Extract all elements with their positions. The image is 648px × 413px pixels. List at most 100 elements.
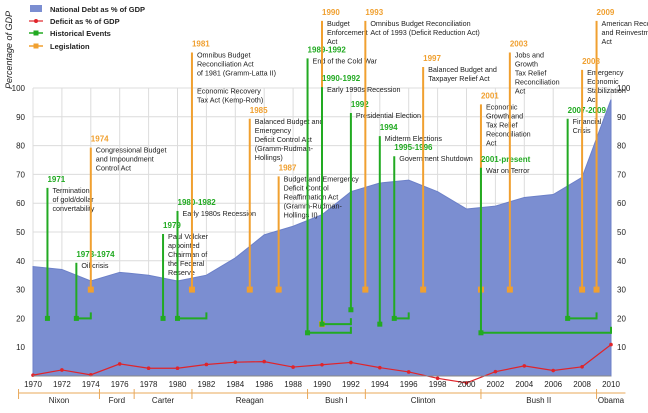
annotation-text-line: Economic bbox=[587, 77, 619, 86]
president-name: Carter bbox=[152, 396, 175, 405]
annotation-year-label: 1997 bbox=[423, 54, 441, 63]
y-tick-label-right: 70 bbox=[617, 170, 626, 179]
annotation-text-line: Reconciliation bbox=[515, 78, 560, 87]
annotation-year-label: 1979 bbox=[163, 221, 181, 230]
annotation-text-line: Omnibus Budget Reconciliation bbox=[370, 19, 470, 28]
x-tick-label: 2010 bbox=[602, 380, 620, 389]
x-tick-label: 1992 bbox=[342, 380, 360, 389]
y-tick-label-left: 10 bbox=[16, 343, 25, 352]
annotation-text-line: Early 1980s Recession bbox=[183, 209, 257, 218]
annotation-legislation: 2009 American Recoveryand ReinvestmentAct bbox=[593, 8, 648, 293]
y-tick-label-left: 100 bbox=[12, 84, 26, 93]
president-term: Bush II bbox=[480, 389, 597, 405]
legend-item: National Debt as % of GDP bbox=[30, 5, 145, 14]
deficit-point bbox=[609, 342, 613, 347]
annotation-text-line: Emergency bbox=[587, 68, 624, 77]
annotation-text-line: Act of 1993 (Deficit Reduction Act) bbox=[370, 28, 479, 37]
annotation-end-square bbox=[275, 286, 282, 293]
y-tick-label-left: 20 bbox=[16, 314, 25, 323]
x-tick-label: 1972 bbox=[53, 380, 71, 389]
annotation-year-label: 2001 bbox=[481, 91, 499, 100]
annotation-text-line: Deficit Control Act bbox=[255, 135, 312, 144]
annotation-event: 1992 Presidential Election bbox=[348, 100, 421, 313]
annotation-text-line: Congressional Budget bbox=[96, 146, 167, 155]
annotation-year-label: 2001-present bbox=[481, 155, 531, 164]
deficit-point bbox=[493, 369, 498, 374]
annotation-text-line: Stabilization bbox=[587, 86, 626, 95]
legend-label: National Debt as % of GDP bbox=[50, 5, 145, 14]
legend-item: Historical Events bbox=[29, 29, 111, 38]
annotation-event: 1995-1996 Government Shutdown bbox=[391, 143, 473, 321]
annotation-text-line: Balanced Budget and bbox=[428, 65, 497, 74]
annotation-event: 1994 Midterm Elections bbox=[377, 123, 442, 327]
annotation-end-square bbox=[506, 286, 513, 293]
deficit-point bbox=[175, 366, 180, 371]
y-tick-label-right: 30 bbox=[617, 286, 626, 295]
annotation-text-line: of gold/dollar bbox=[52, 195, 94, 204]
annotation-text-line: Act bbox=[587, 95, 597, 104]
president-name: Bush I bbox=[325, 396, 348, 405]
annotation-end-square bbox=[246, 286, 253, 293]
annotation-text-line: Balanced Budget and bbox=[255, 117, 324, 126]
y-tick-label-right: 40 bbox=[617, 257, 626, 266]
deficit-point bbox=[551, 368, 555, 373]
annotation-text-line: Tax Relief bbox=[515, 69, 547, 78]
deficit-point bbox=[204, 362, 209, 367]
annotation-text-line: Financial bbox=[573, 117, 602, 126]
x-tick-label: 1974 bbox=[82, 380, 100, 389]
annotation-year-label: 2008 bbox=[582, 57, 600, 66]
annotation-text-line: Tax Act (Kemp-Roth) bbox=[197, 96, 263, 105]
annotation-text-line: of 1981 (Gramm-Latta II) bbox=[197, 69, 276, 78]
annotation-end-square bbox=[160, 315, 166, 321]
annotation-year-label: 1994 bbox=[380, 123, 398, 132]
y-tick-label-right: 50 bbox=[617, 228, 626, 237]
x-tick-label: 2006 bbox=[544, 380, 562, 389]
annotation-text-line: Reconciliation bbox=[486, 129, 531, 138]
y-tick-label-left: 50 bbox=[16, 228, 25, 237]
president-name: Bush II bbox=[526, 396, 551, 405]
annotation-text-line: War on Terror bbox=[486, 166, 530, 175]
annotation-text-line: Enforcement bbox=[327, 28, 368, 37]
x-tick-label: 1986 bbox=[255, 380, 273, 389]
president-term: Carter bbox=[133, 389, 192, 405]
y-axis-label: Percentage of GDP bbox=[4, 11, 14, 89]
annotation-text-line: the Federal bbox=[168, 259, 205, 268]
y-tick-label-left: 80 bbox=[16, 142, 25, 151]
axes: 1970 1972 1974 1976 1978 1980 1982 1984 1986 1988… bbox=[12, 84, 631, 389]
deficit-point bbox=[435, 376, 440, 381]
annotation-text-line: Hollings II) bbox=[284, 210, 318, 219]
x-tick-label: 1984 bbox=[226, 380, 244, 389]
legend-label: Legislation bbox=[50, 42, 90, 51]
y-tick-label-left: 30 bbox=[16, 286, 25, 295]
president-term: Obama bbox=[596, 389, 626, 405]
annotation-text-line: Midterm Elections bbox=[385, 134, 443, 143]
x-tick-label: 1976 bbox=[111, 380, 129, 389]
annotation-end-square bbox=[377, 321, 383, 327]
annotation-year-label: 1989-1992 bbox=[308, 45, 347, 54]
x-tick-label: 2000 bbox=[458, 380, 476, 389]
y-tick-label-right: 10 bbox=[617, 343, 626, 352]
president-term: Nixon bbox=[18, 389, 100, 405]
annotation-text-line: Growth and bbox=[486, 111, 523, 120]
deficit-point bbox=[464, 381, 469, 385]
annotation-text-line: End of the Cold War bbox=[313, 56, 378, 65]
annotation-year-label: 1993 bbox=[365, 8, 383, 17]
legend-swatch-square bbox=[33, 43, 39, 49]
president-name: Clinton bbox=[411, 396, 436, 405]
y-tick-label-left: 70 bbox=[16, 170, 25, 179]
annotation-text-line: Paul Volcker bbox=[168, 232, 209, 241]
x-tick-label: 1996 bbox=[400, 380, 418, 389]
annotation-year-label: 1990 bbox=[322, 8, 340, 17]
annotation-legislation: 1985 Balanced Budget andEmergencyDeficit … bbox=[246, 106, 324, 293]
annotation-year-label: 1992 bbox=[351, 100, 369, 109]
president-name: Obama bbox=[598, 396, 625, 405]
y-tick-label-right: 60 bbox=[617, 199, 626, 208]
president-term: Ford bbox=[98, 389, 135, 405]
annotation-text-line: Reconciliation Act bbox=[197, 60, 254, 69]
